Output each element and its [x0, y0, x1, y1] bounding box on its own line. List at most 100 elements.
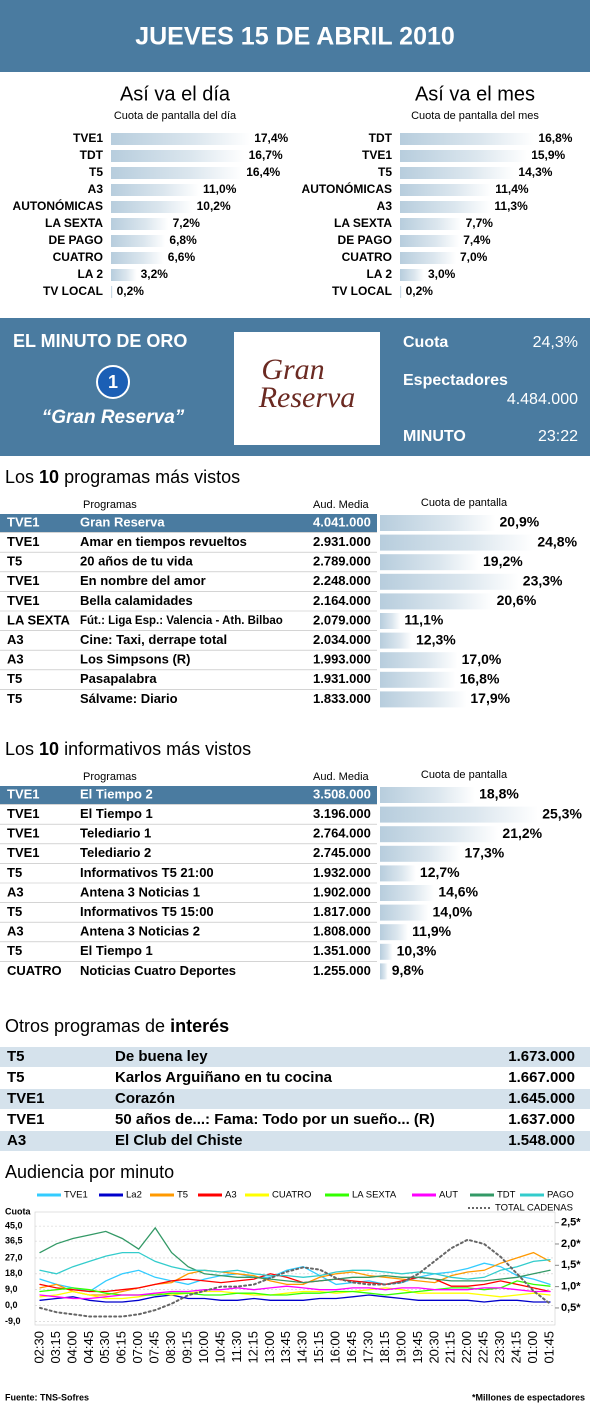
channel-logo	[96, 365, 130, 399]
value-label: 17,4%	[254, 131, 288, 145]
program: Cine: Taxi, derrape total	[80, 632, 227, 647]
channel: TVE1	[7, 1090, 45, 1107]
x-tick-label: 13:45	[278, 1331, 293, 1364]
y2-tick-label: 0,5*	[561, 1302, 581, 1314]
category-label: AUTONÓMICAS	[302, 181, 392, 196]
channel-logo-text: 1	[108, 372, 118, 392]
bar	[111, 252, 164, 264]
bar	[400, 150, 528, 162]
program: El Tiempo 2	[80, 786, 153, 801]
category-label: T5	[89, 165, 103, 179]
bar	[111, 235, 166, 247]
audience: 2.034.000	[313, 632, 371, 647]
y-tick-label: 18,0	[5, 1268, 23, 1278]
x-tick-label: 10:00	[196, 1331, 211, 1364]
share-bar	[380, 554, 479, 571]
chart-title: Audiencia por minuto	[5, 1162, 174, 1182]
value-label: 3,0%	[428, 267, 456, 281]
x-tick-label: 22:00	[459, 1331, 474, 1364]
audience: 1.993.000	[313, 652, 371, 667]
column-header: Programas	[83, 771, 137, 783]
program: Los Simpsons (R)	[80, 652, 191, 667]
audience: 1.673.000	[508, 1048, 575, 1065]
share-label: 11,9%	[412, 923, 451, 939]
share-bar	[380, 787, 476, 803]
share-bar	[380, 924, 409, 941]
category-label: CUATRO	[53, 250, 103, 264]
bar	[111, 167, 243, 179]
program: Antena 3 Noticias 2	[80, 924, 200, 939]
program: Sálvame: Diario	[80, 691, 178, 706]
audience: 2.745.000	[313, 845, 371, 860]
x-tick-label: 03:15	[48, 1331, 63, 1364]
value-label: 10,2%	[197, 199, 231, 213]
row-band	[0, 1089, 590, 1109]
channel: TVE1	[7, 573, 40, 588]
legend-label: A3	[225, 1190, 237, 1201]
audience: 3.196.000	[313, 806, 371, 821]
x-tick-label: 15:15	[311, 1331, 326, 1364]
x-tick-label: 19:00	[393, 1331, 408, 1364]
audience: 2.764.000	[313, 826, 371, 841]
stat-value: 23:22	[538, 428, 578, 445]
bar	[111, 201, 193, 213]
series-line	[39, 1238, 551, 1318]
x-tick-label: 05:30	[97, 1331, 112, 1364]
y2-tick-label: 1,5*	[561, 1259, 581, 1271]
share-label: 9,8%	[392, 962, 424, 978]
value-label: 11,3%	[494, 199, 528, 213]
legend-label: CUATRO	[272, 1190, 311, 1201]
series-line	[39, 1226, 551, 1284]
program-label: “Gran Reserva”	[42, 407, 185, 428]
program: Noticias Cuatro Deportes	[80, 963, 236, 978]
footer-note: *Millones de espectadores	[472, 1392, 585, 1402]
bar	[111, 269, 137, 281]
share-label: 11,1%	[404, 612, 443, 628]
channel: T5	[7, 1048, 25, 1065]
audience: 2.164.000	[313, 593, 371, 608]
audience: 1.255.000	[313, 963, 371, 978]
value-label: 14,3%	[518, 165, 552, 179]
audience: 1.548.000	[508, 1132, 575, 1149]
y-tick-label: 0,0	[5, 1300, 18, 1310]
value-label: 3,2%	[141, 267, 169, 281]
share-bar	[380, 865, 416, 882]
series-line	[39, 1287, 551, 1300]
category-label: LA SEXTA	[45, 216, 103, 230]
value-label: 0,2%	[406, 284, 434, 298]
x-tick-label: 13:00	[262, 1331, 277, 1364]
legend-label: AUT	[439, 1190, 458, 1201]
share-label: 12,7%	[420, 864, 460, 880]
share-bar	[380, 515, 496, 531]
value-label: 0,2%	[117, 284, 145, 298]
audience: 1.932.000	[313, 865, 371, 880]
program: Pasapalabra	[80, 671, 157, 686]
x-tick-label: 02:30	[31, 1331, 46, 1364]
x-tick-label: 08:30	[163, 1331, 178, 1364]
share-bar	[380, 573, 519, 590]
audience: 1.817.000	[313, 904, 371, 919]
bar	[400, 269, 424, 281]
audience: 2.079.000	[313, 612, 371, 627]
share-label: 19,2%	[483, 553, 523, 569]
channel: LA SEXTA	[7, 612, 70, 627]
bar	[400, 201, 491, 213]
section-title: Otros programas de interés	[5, 1016, 229, 1036]
channel: TVE1	[7, 534, 40, 549]
share-label: 17,9%	[470, 690, 510, 706]
share-bar	[380, 534, 534, 551]
program: 20 años de tu vida	[80, 554, 193, 569]
share-label: 23,3%	[523, 573, 563, 589]
column-header: Aud. Media	[313, 771, 370, 783]
y2-tick-label: 2,5*	[561, 1217, 581, 1229]
audience: 1.351.000	[313, 943, 371, 958]
value-label: 16,8%	[538, 131, 572, 145]
x-tick-label: 22:45	[476, 1331, 491, 1364]
x-tick-label: 01:00	[525, 1331, 540, 1364]
x-tick-label: 14:30	[295, 1331, 310, 1364]
share-bar	[380, 845, 461, 862]
section-title: Los 10 programas más vistos	[5, 467, 240, 487]
value-label: 11,0%	[203, 182, 237, 196]
x-tick-label: 17:30	[360, 1331, 375, 1364]
